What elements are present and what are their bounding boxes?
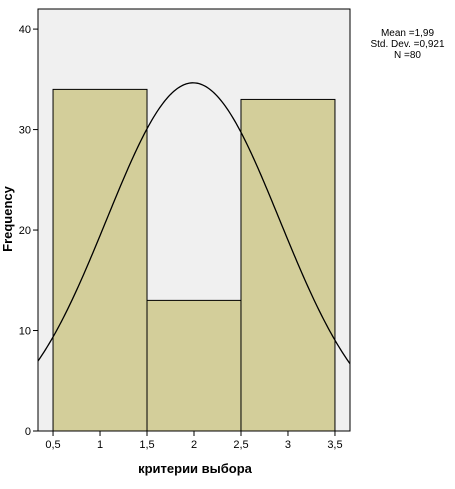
y-tick-label: 0 (25, 426, 31, 438)
histogram-bar-1 (52, 88, 148, 432)
normal-curve (37, 82, 351, 365)
x-tick-label: 3 (285, 439, 291, 451)
x-tick-label: 1 (97, 439, 103, 451)
x-axis-ticks: 0,5 1 1,5 2 2,5 3 3,5 (45, 431, 343, 451)
y-tick-label: 40 (19, 24, 31, 36)
x-tick-label: 2,5 (233, 439, 248, 451)
y-tick-label: 30 (19, 125, 31, 137)
x-tick-label: 1,5 (139, 439, 154, 451)
stats-std-dev: Std. Dev. =0,921 (370, 39, 445, 50)
histogram-bar-3 (240, 98, 336, 432)
x-tick-label: 2 (191, 439, 197, 451)
histogram-bars (52, 88, 336, 432)
statistics-legend: Mean =1,99 Std. Dev. =0,921 N =80 (360, 28, 455, 61)
stats-n: N =80 (394, 50, 421, 61)
x-axis-title: критерии выбора (138, 461, 253, 476)
stats-mean: Mean =1,99 (380, 28, 435, 39)
y-axis-title: Frequency (0, 185, 15, 252)
y-tick-label: 20 (19, 225, 31, 237)
y-axis-ticks: 0 10 20 30 40 (19, 24, 38, 438)
x-tick-label: 3,5 (327, 439, 342, 451)
histogram-bar-2 (146, 299, 242, 432)
y-tick-label: 10 (19, 326, 31, 338)
x-tick-label: 0,5 (45, 439, 60, 451)
